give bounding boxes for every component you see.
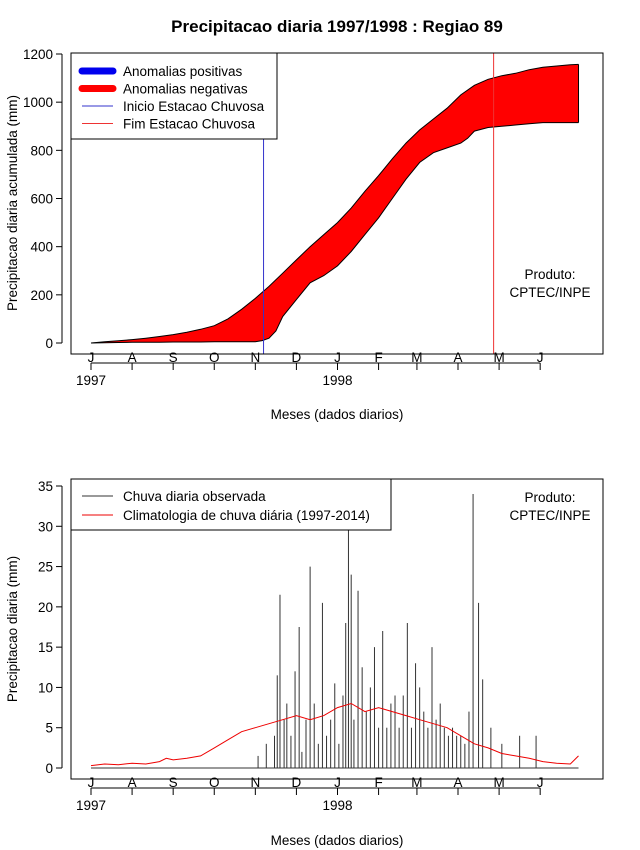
legend: Anomalias positivas Anomalias negativas In… xyxy=(70,52,278,140)
x-tick-label: J xyxy=(537,775,544,790)
product-annotation: Produto: CPTEC/INPE xyxy=(509,267,590,300)
annotation-line-2: CPTEC/INPE xyxy=(509,508,590,523)
x-tick-label: J xyxy=(537,350,544,365)
climatology-cumulative-line xyxy=(90,63,579,344)
y-axis: 0 5 10 15 20 25 30 35 xyxy=(38,479,63,776)
negative-anomaly-area xyxy=(91,64,579,344)
x-tick-label: N xyxy=(250,775,260,790)
x-tick-label: M xyxy=(493,775,504,790)
x-axis-label: Meses (dados diarios) xyxy=(271,407,404,422)
observed-cumulative-line xyxy=(90,122,579,344)
y-tick-label: 20 xyxy=(38,600,53,615)
y-tick-label: 400 xyxy=(30,240,53,255)
x-tick-label: D xyxy=(292,775,302,790)
climatology-line xyxy=(90,702,579,767)
year-label: 1998 xyxy=(322,798,352,813)
x-tick-label: M xyxy=(411,775,422,790)
year-label: 1997 xyxy=(76,373,106,388)
y-tick-label: 0 xyxy=(45,336,53,351)
y-tick-label: 1200 xyxy=(23,47,53,62)
legend-label: Chuva diaria observada xyxy=(123,489,266,504)
y-tick-label: 600 xyxy=(30,192,53,207)
y-tick-label: 35 xyxy=(38,479,53,494)
annotation-line-2: CPTEC/INPE xyxy=(509,285,590,300)
y-axis-label: Precipitacao diaria acumulada (mm) xyxy=(5,95,20,311)
legend-label: Anomalias positivas xyxy=(123,64,243,79)
daily-rain-chart: 0 5 10 15 20 25 30 35 J A S O N D J F M A M J 1997 1998 Mese… xyxy=(5,478,604,848)
x-tick-label: O xyxy=(209,775,220,790)
y-tick-label: 1000 xyxy=(23,95,53,110)
x-tick-label: A xyxy=(128,350,137,365)
y-tick-label: 30 xyxy=(38,519,53,534)
y-axis-label: Precipitacao diaria (mm) xyxy=(5,556,20,702)
annotation-line-1: Produto: xyxy=(524,490,575,505)
x-axis-label: Meses (dados diarios) xyxy=(271,833,404,848)
y-tick-label: 15 xyxy=(38,640,53,655)
cumulative-chart: Precipitacao diaria 1997/1998 : Regiao 8… xyxy=(5,17,604,422)
chart-title: Precipitacao diaria 1997/1998 : Regiao 8… xyxy=(171,17,503,36)
year-label: 1998 xyxy=(322,373,352,388)
x-tick-label: J xyxy=(88,350,95,365)
y-tick-label: 10 xyxy=(38,680,53,695)
x-tick-label: D xyxy=(292,350,302,365)
x-tick-label: N xyxy=(250,350,260,365)
climatology-daily-line xyxy=(90,702,579,767)
annotation-line-1: Produto: xyxy=(524,267,575,282)
x-tick-label: F xyxy=(374,350,382,365)
y-tick-label: 25 xyxy=(38,560,53,575)
x-tick-label: S xyxy=(169,775,178,790)
x-tick-label: A xyxy=(128,775,137,790)
anomaly-fill xyxy=(90,63,580,344)
legend-box xyxy=(70,52,278,140)
legend-label: Inicio Estacao Chuvosa xyxy=(123,99,265,114)
legend-label: Climatologia de chuva diária (1997-2014) xyxy=(123,508,370,523)
x-tick-label: J xyxy=(334,350,341,365)
x-tick-label: A xyxy=(454,350,463,365)
y-tick-label: 200 xyxy=(30,288,53,303)
x-tick-label: S xyxy=(169,350,178,365)
y-tick-label: 0 xyxy=(45,761,53,776)
x-tick-label: O xyxy=(209,350,220,365)
x-tick-label: M xyxy=(411,350,422,365)
y-axis: 0 200 400 600 800 1000 1200 xyxy=(23,47,63,351)
year-label: 1997 xyxy=(76,798,106,813)
legend-label: Anomalias negativas xyxy=(123,82,248,97)
x-tick-label: J xyxy=(88,775,95,790)
legend-box xyxy=(70,478,392,531)
legend: Chuva diaria observada Climatologia de ch… xyxy=(70,478,392,531)
x-tick-label: F xyxy=(374,775,382,790)
plot-frame xyxy=(70,52,604,355)
legend-label: Fim Estacao Chuvosa xyxy=(123,117,256,132)
x-axis: J A S O N D J F M A M J 1997 1998 xyxy=(76,775,544,813)
x-tick-label: M xyxy=(493,350,504,365)
daily-rain-bars xyxy=(91,494,579,769)
x-axis: J A S O N D J F M A M J 1997 1998 xyxy=(76,350,544,388)
y-tick-label: 5 xyxy=(45,721,53,736)
x-tick-label: A xyxy=(454,775,463,790)
product-annotation: Produto: CPTEC/INPE xyxy=(509,490,590,523)
y-tick-label: 800 xyxy=(30,143,53,158)
x-tick-label: J xyxy=(334,775,341,790)
